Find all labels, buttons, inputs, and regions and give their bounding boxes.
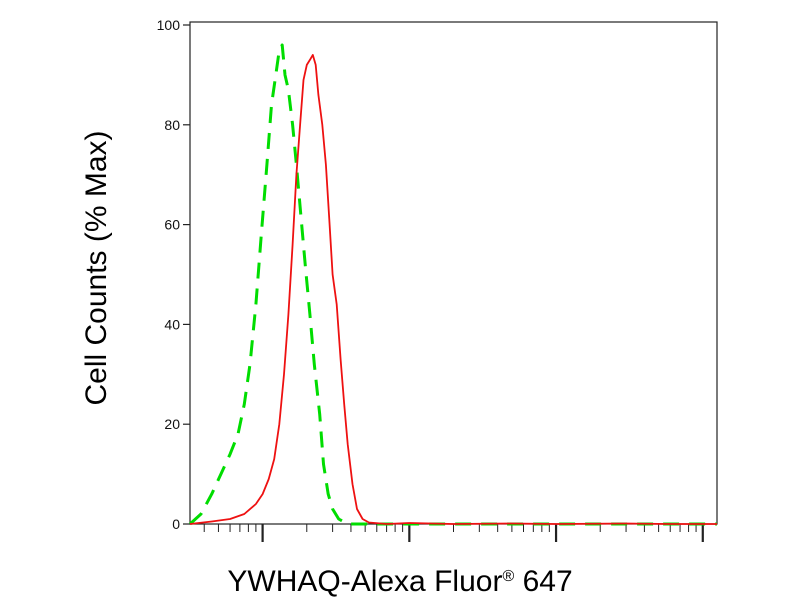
y-tick-label-100: 100 [157, 17, 181, 33]
plot-frame [189, 21, 718, 525]
x-axis-title-main: YWHAQ-Alexa Fluor [227, 565, 502, 598]
y-tick-label-60: 60 [164, 217, 180, 233]
x-axis-title-registered-mark: ® [502, 568, 514, 585]
x-axis-ticks [203, 524, 704, 542]
y-axis-ticks: 0 20 40 60 80 100 [157, 17, 190, 532]
y-tick-label-80: 80 [164, 117, 180, 133]
y-tick-label-20: 20 [164, 416, 180, 432]
series-layer [188, 43, 717, 526]
y-tick-label-40: 40 [164, 316, 180, 332]
x-axis-title-tail: 647 [514, 565, 572, 598]
y-tick-label-0: 0 [172, 516, 180, 532]
stained-histogram-line [189, 54, 717, 525]
control-histogram-line [188, 43, 717, 526]
y-axis-title: Cell Counts (% Max) [80, 130, 113, 405]
x-axis-title: YWHAQ-Alexa Fluor® 647 [227, 565, 572, 598]
